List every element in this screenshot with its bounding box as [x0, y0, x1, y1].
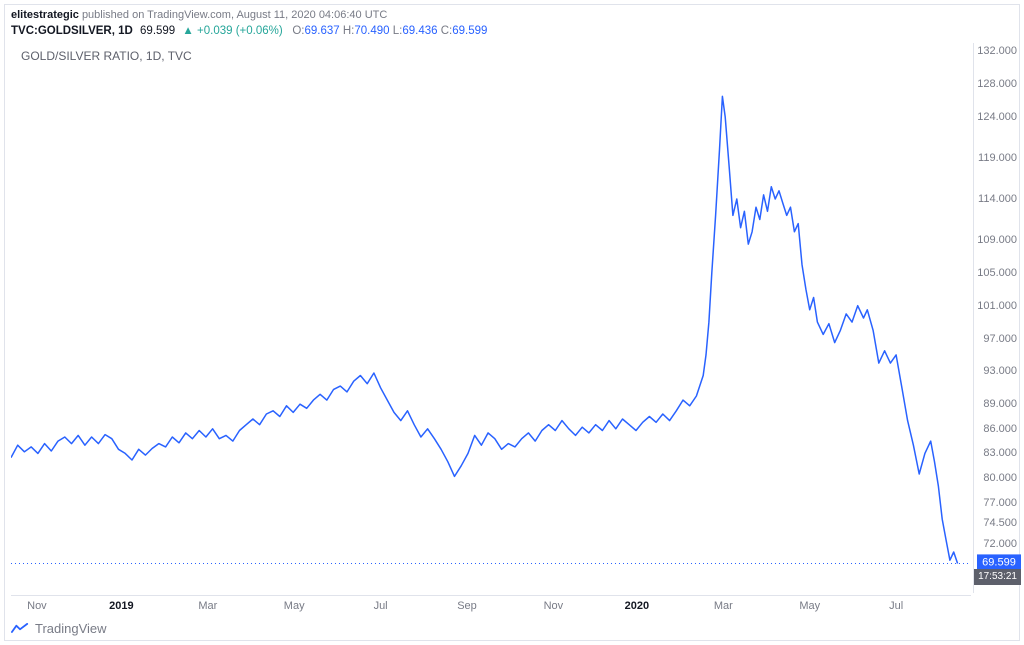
ticker-row: TVC:GOLDSILVER, 1D 69.599 ▲ +0.039 (+0.0…: [11, 25, 487, 37]
symbol: TVC:GOLDSILVER, 1D: [11, 25, 133, 37]
y-tick: 86.000: [983, 423, 1017, 435]
tradingview-logo-icon: [11, 623, 29, 635]
y-tick: 72.000: [983, 538, 1017, 550]
y-tick: 80.000: [983, 472, 1017, 484]
y-tick: 77.000: [983, 497, 1017, 509]
change: +0.039: [197, 25, 233, 37]
y-tick: 93.000: [983, 365, 1017, 377]
o-label: O:: [292, 25, 304, 37]
x-tick: Jul: [374, 600, 388, 612]
y-tick: 119.000: [978, 152, 1017, 164]
y-tick: 124.000: [977, 111, 1017, 123]
price-line: [11, 96, 958, 563]
x-tick: Mar: [198, 600, 217, 612]
published-text: published on TradingView.com,: [82, 9, 234, 21]
y-axis[interactable]: 132.000 128.000 124.000 119.000 114.000 109.0…: [973, 43, 1021, 593]
change-pct: (+0.06%): [236, 25, 283, 37]
x-tick: May: [284, 600, 305, 612]
low: 69.436: [402, 25, 437, 37]
close: 69.599: [452, 25, 487, 37]
y-tick: 74.500: [983, 517, 1017, 529]
last-price: 69.599: [140, 25, 175, 37]
plot-area[interactable]: GOLD/SILVER RATIO, 1D, TVC: [11, 43, 971, 593]
x-tick: 2020: [625, 600, 649, 612]
h-label: H:: [343, 25, 355, 37]
time-badge: 17:53:21: [974, 569, 1021, 585]
x-tick: May: [799, 600, 820, 612]
y-tick: 109.000: [977, 234, 1017, 246]
y-tick: 128.000: [977, 78, 1017, 90]
y-tick: 89.000: [983, 398, 1017, 410]
y-tick: 114.000: [978, 193, 1017, 205]
x-tick: Mar: [714, 600, 733, 612]
x-axis[interactable]: Nov 2019 Mar May Jul Sep Nov 2020 Mar May Jul: [11, 595, 971, 617]
x-tick: Jul: [889, 600, 903, 612]
chart-title: GOLD/SILVER RATIO, 1D, TVC: [21, 49, 192, 63]
spacer: [286, 25, 289, 37]
y-tick: 105.000: [977, 267, 1017, 279]
chart-svg: [11, 43, 971, 593]
x-tick: Nov: [27, 600, 47, 612]
arrow-up-icon: ▲: [182, 25, 193, 37]
x-tick: Sep: [457, 600, 477, 612]
x-tick: 2019: [109, 600, 133, 612]
y-tick: 97.000: [983, 333, 1017, 345]
publish-info: elitestrategic published on TradingView.…: [11, 9, 387, 21]
publish-date: August 11, 2020 04:06:40 UTC: [236, 9, 387, 21]
y-tick: 83.000: [983, 447, 1017, 459]
open: 69.637: [304, 25, 339, 37]
brand-text: TradingView: [35, 621, 107, 636]
l-label: L:: [393, 25, 403, 37]
y-tick: 132.000: [977, 45, 1017, 57]
y-tick: 101.000: [977, 300, 1017, 312]
author: elitestrategic: [11, 9, 79, 21]
brand-footer[interactable]: TradingView: [11, 621, 107, 636]
chart-container: elitestrategic published on TradingView.…: [4, 4, 1020, 641]
high: 70.490: [354, 25, 389, 37]
ohlc: O:69.637 H:70.490 L:69.436 C:69.599: [292, 25, 487, 37]
x-tick: Nov: [544, 600, 564, 612]
c-label: C:: [441, 25, 453, 37]
